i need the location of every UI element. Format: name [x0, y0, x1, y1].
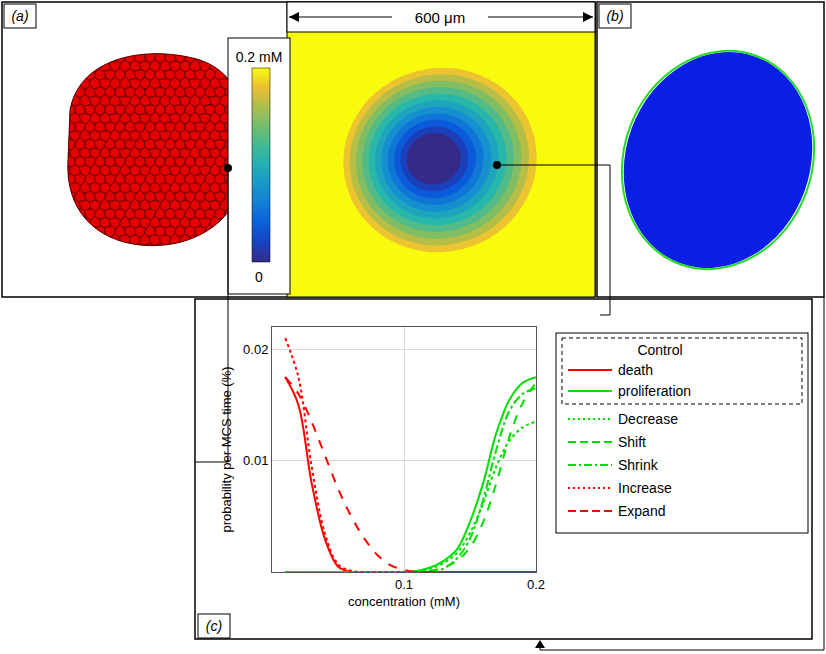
- svg-text:(a): (a): [11, 8, 28, 24]
- svg-text:death: death: [618, 362, 653, 378]
- svg-text:0: 0: [255, 269, 263, 285]
- svg-text:0.1: 0.1: [395, 577, 413, 592]
- svg-text:Expand: Expand: [618, 503, 665, 519]
- svg-text:0.2: 0.2: [527, 577, 545, 592]
- svg-text:(b): (b): [606, 8, 623, 24]
- svg-text:600 μm: 600 μm: [415, 9, 465, 26]
- svg-text:Decrease: Decrease: [618, 411, 678, 427]
- svg-text:0.02: 0.02: [243, 342, 268, 357]
- svg-text:probability per MCS time (%): probability per MCS time (%): [219, 366, 234, 532]
- svg-text:concentration (mM): concentration (mM): [348, 594, 460, 609]
- svg-text:0.2 mM: 0.2 mM: [236, 49, 283, 65]
- svg-text:Increase: Increase: [618, 480, 672, 496]
- svg-text:Control: Control: [637, 342, 682, 358]
- svg-text:proliferation: proliferation: [618, 383, 691, 399]
- svg-text:0.01: 0.01: [243, 453, 268, 468]
- svg-text:(c): (c): [206, 618, 222, 634]
- svg-text:Shrink: Shrink: [618, 457, 659, 473]
- svg-text:Shift: Shift: [618, 434, 646, 450]
